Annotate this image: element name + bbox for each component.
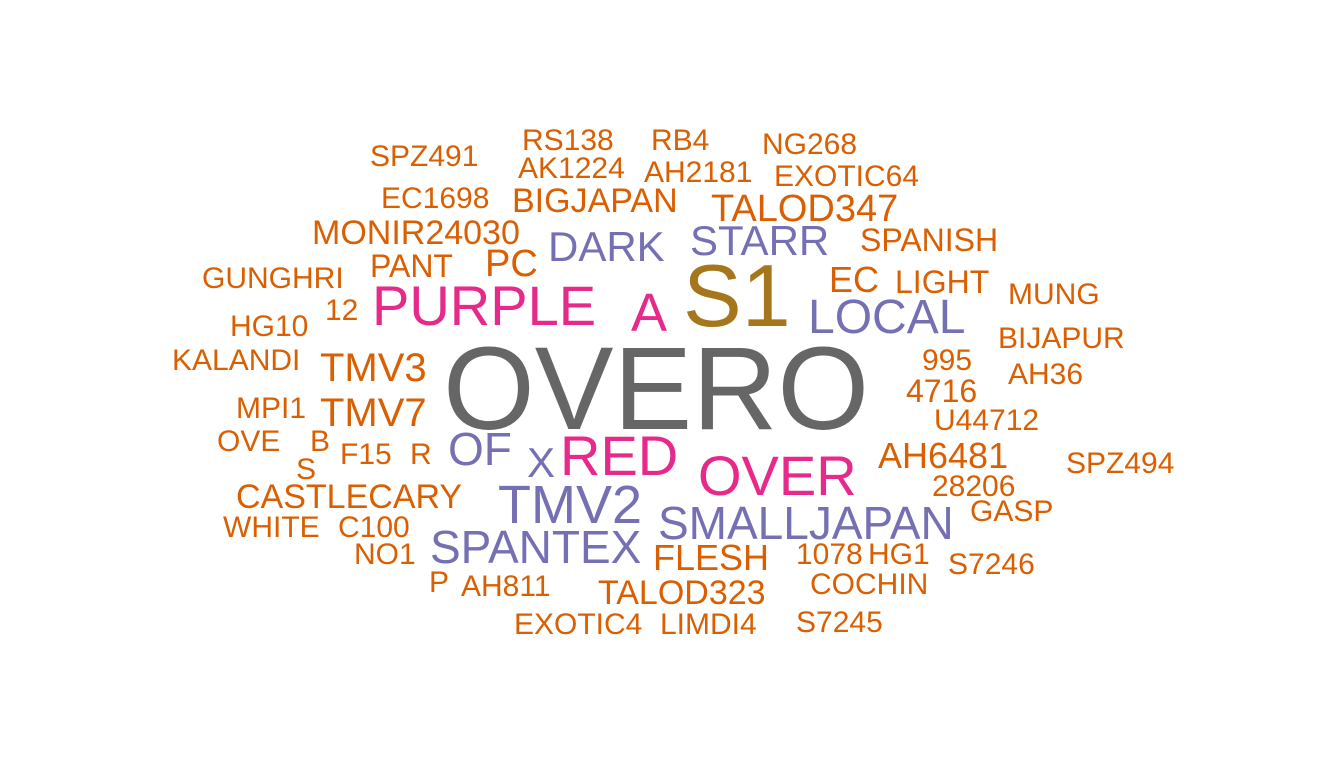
word-s: S (296, 453, 317, 486)
word-c100: C100 (338, 511, 410, 544)
word-tmv7: TMV7 (320, 391, 427, 435)
word-of: OF (448, 423, 512, 475)
word-ah6481: AH6481 (878, 435, 1009, 476)
word-spz494: SPZ494 (1066, 447, 1175, 480)
word-purple: PURPLE (372, 274, 597, 337)
word-r: R (410, 438, 432, 471)
word-gasp: GASP (970, 495, 1054, 528)
word-mung: MUNG (1008, 278, 1100, 311)
word-tmv2: TMV2 (498, 475, 643, 535)
word-a: A (631, 283, 668, 343)
word-kalandi: KALANDI (172, 344, 301, 377)
word-ec1698: EC1698 (381, 182, 490, 215)
word-ah811: AH811 (461, 570, 551, 603)
word-hg1: HG1 (868, 538, 930, 571)
word-cochin: COCHIN (810, 568, 929, 601)
word-no1: NO1 (354, 538, 416, 571)
word-dark: DARK (548, 223, 665, 270)
word-s1: S1 (683, 246, 791, 345)
word-castlecary: CASTLECARY (236, 478, 463, 516)
word-s7245: S7245 (796, 606, 883, 639)
word-ove: OVE (217, 425, 281, 458)
word-b: B (310, 425, 331, 458)
word-x: X (527, 439, 556, 486)
word-bijapur: BIJAPUR (998, 322, 1125, 355)
word-hg10: HG10 (230, 310, 309, 343)
word-tmv3: TMV3 (320, 346, 427, 390)
word-light: LIGHT (895, 264, 990, 300)
word-monir24030: MONIR24030 (312, 214, 520, 252)
word-s7246: S7246 (948, 548, 1035, 581)
word-ec: EC (829, 259, 880, 300)
word-exotic64: EXOTIC64 (774, 160, 920, 193)
word-ah2181: AH2181 (644, 156, 753, 189)
word-overo: OVERO (443, 323, 870, 455)
word-rb4: RB4 (651, 124, 710, 157)
word-white: WHITE (223, 511, 320, 544)
word-limdi4: LIMDI4 (660, 608, 757, 641)
word-ak1224: AK1224 (518, 152, 625, 185)
word-local: LOCAL (808, 291, 966, 344)
word-talod323: TALOD323 (598, 574, 766, 612)
word-bigjapan: BIGJAPAN (512, 182, 678, 220)
word-pc: PC (485, 243, 538, 285)
word-spantex: SPANTEX (430, 521, 642, 573)
word-rs138: RS138 (522, 124, 614, 157)
word-gunghri: GUNGHRI (202, 262, 344, 295)
word-ah36: AH36 (1008, 358, 1084, 391)
word-flesh: FLESH (653, 537, 770, 578)
word-f15: F15 (340, 438, 392, 471)
word-talod347: TALOD347 (711, 188, 899, 230)
word-p: P (429, 566, 450, 599)
word-28206: 28206 (932, 470, 1016, 503)
word-smalljapan: SMALLJAPAN (658, 497, 954, 549)
word-ng268: NG268 (762, 128, 858, 161)
word-1078: 1078 (796, 538, 863, 571)
word-spz491: SPZ491 (370, 140, 479, 173)
word-u44712: U44712 (934, 404, 1040, 437)
word-red: RED (560, 424, 679, 487)
word-spanish: SPANISH (860, 222, 999, 258)
word-starr: STARR (690, 217, 830, 264)
word-995: 995 (922, 344, 973, 377)
word-exotic4: EXOTIC4 (514, 608, 643, 641)
word-over: OVER (698, 444, 857, 507)
word-12: 12 (325, 294, 359, 327)
word-pant: PANT (370, 248, 453, 284)
word-mpi1: MPI1 (236, 392, 307, 425)
word-4716: 4716 (906, 373, 978, 409)
